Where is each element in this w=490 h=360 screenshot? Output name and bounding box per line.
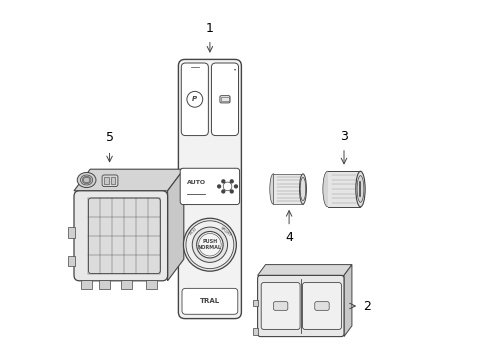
Polygon shape (74, 169, 184, 191)
Circle shape (196, 231, 223, 258)
Text: 3: 3 (340, 130, 348, 143)
Circle shape (192, 227, 227, 262)
FancyBboxPatch shape (261, 283, 300, 329)
Text: ▾: ▾ (234, 67, 236, 71)
Text: NORMAL: NORMAL (198, 246, 222, 251)
Bar (146, 280, 157, 289)
Text: 5: 5 (105, 131, 114, 144)
FancyBboxPatch shape (211, 63, 239, 136)
Circle shape (230, 189, 234, 194)
FancyBboxPatch shape (273, 302, 288, 310)
Polygon shape (273, 174, 303, 204)
FancyBboxPatch shape (74, 191, 168, 281)
Text: P: P (192, 96, 197, 102)
Text: 4: 4 (285, 231, 293, 244)
Circle shape (183, 218, 236, 271)
Text: 1: 1 (206, 22, 214, 35)
Polygon shape (344, 265, 352, 337)
FancyBboxPatch shape (178, 59, 242, 319)
FancyBboxPatch shape (315, 302, 329, 310)
FancyBboxPatch shape (182, 288, 238, 314)
Ellipse shape (323, 171, 332, 207)
Text: PUSH: PUSH (202, 239, 218, 244)
Text: 2: 2 (363, 300, 370, 312)
Circle shape (234, 184, 238, 189)
FancyBboxPatch shape (88, 198, 160, 274)
Polygon shape (168, 169, 184, 281)
Circle shape (217, 184, 221, 189)
Bar (68, 256, 74, 266)
FancyBboxPatch shape (102, 175, 118, 186)
Circle shape (221, 179, 225, 184)
Bar (81, 280, 92, 289)
Ellipse shape (356, 171, 365, 207)
Bar (104, 177, 109, 184)
Ellipse shape (299, 174, 306, 204)
Text: TRAL: TRAL (200, 298, 220, 304)
Bar (121, 280, 132, 289)
FancyBboxPatch shape (220, 96, 230, 103)
Text: ECO: ECO (189, 227, 198, 236)
Circle shape (221, 189, 225, 194)
Ellipse shape (357, 176, 364, 202)
Bar (99, 280, 110, 289)
FancyBboxPatch shape (258, 275, 344, 337)
Bar (68, 227, 74, 238)
Text: AUTO: AUTO (187, 180, 206, 185)
FancyBboxPatch shape (302, 283, 342, 329)
Ellipse shape (270, 174, 277, 204)
Polygon shape (327, 171, 361, 207)
Text: SPORT: SPORT (219, 226, 232, 238)
Bar (221, 97, 228, 102)
FancyBboxPatch shape (180, 168, 240, 204)
Bar (253, 300, 258, 306)
Circle shape (230, 179, 234, 184)
Ellipse shape (80, 175, 93, 185)
Bar (253, 328, 258, 335)
Bar (111, 177, 116, 184)
Polygon shape (258, 265, 352, 275)
Ellipse shape (77, 172, 96, 188)
Circle shape (186, 221, 234, 269)
FancyBboxPatch shape (181, 63, 208, 136)
